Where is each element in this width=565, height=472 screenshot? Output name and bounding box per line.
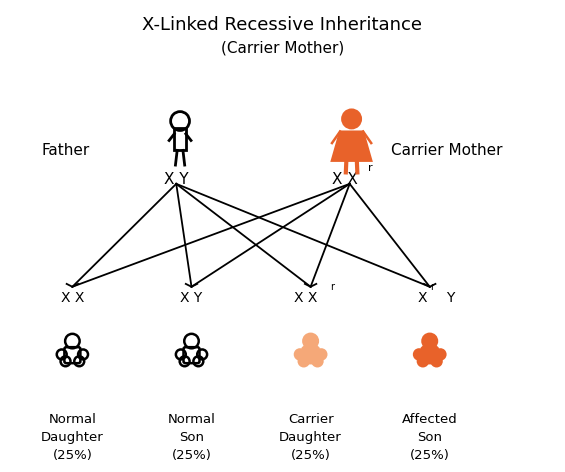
Text: Normal
Son
(25%): Normal Son (25%) [168,413,215,462]
Text: X X: X X [60,291,84,305]
Text: X-Linked Recessive Inheritance: X-Linked Recessive Inheritance [142,16,423,34]
Text: Carrier Mother: Carrier Mother [391,143,503,158]
Circle shape [436,349,445,359]
Text: r: r [331,282,334,292]
Circle shape [432,356,441,366]
Text: (Carrier Mother): (Carrier Mother) [221,41,344,56]
Text: Normal
Daughter
(25%): Normal Daughter (25%) [41,413,104,462]
Circle shape [316,349,326,359]
Text: Y: Y [446,291,455,305]
Circle shape [414,349,424,359]
Circle shape [342,110,361,128]
Text: r: r [368,163,373,173]
FancyBboxPatch shape [421,347,438,363]
Circle shape [312,356,323,366]
Polygon shape [332,132,372,161]
Text: X: X [418,291,427,305]
Text: Carrier
Daughter
(25%): Carrier Daughter (25%) [279,413,342,462]
Circle shape [303,334,318,348]
Text: X X: X X [332,171,358,186]
Text: r: r [431,282,434,292]
Circle shape [423,334,437,348]
Circle shape [299,356,308,366]
Text: X Y: X Y [164,171,189,186]
Text: X Y: X Y [180,291,203,305]
Circle shape [295,349,305,359]
Text: Affected
Son
(25%): Affected Son (25%) [402,413,458,462]
Text: X X: X X [294,291,318,305]
Circle shape [418,356,428,366]
Text: Father: Father [42,143,90,158]
FancyBboxPatch shape [303,347,319,363]
